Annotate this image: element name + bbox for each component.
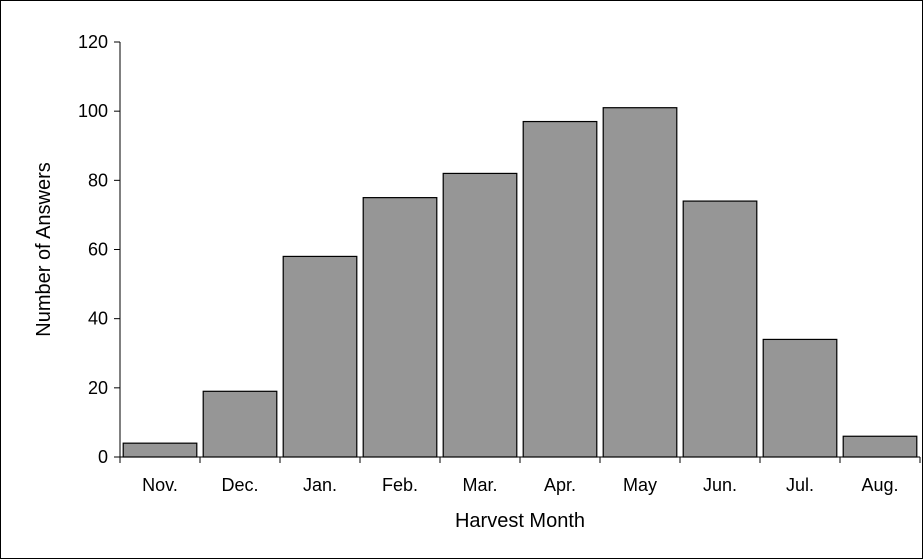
bar-feb [362, 197, 438, 458]
y-tick-label: 20 [88, 378, 108, 398]
x-ticks-group: Nov. Dec. Jan. Feb. Mar. Apr. May Jun. Jul. Aug. [119, 457, 921, 495]
x-tick-label: Jan. [303, 475, 337, 495]
x-tick-label: Mar. [462, 475, 497, 495]
x-tick-label: May [623, 475, 657, 495]
x-tick-label: Apr. [544, 475, 576, 495]
bar-jan [282, 255, 358, 458]
x-tick-label: Jul. [786, 475, 814, 495]
x-tick-label: Nov. [142, 475, 178, 495]
y-tick-label: 120 [78, 32, 108, 52]
bars-group [122, 107, 918, 458]
x-tick-label: Aug. [861, 475, 898, 495]
x-tick-label: Jun. [703, 475, 737, 495]
bar-aug [842, 435, 918, 458]
y-tick-label: 0 [98, 447, 108, 467]
x-axis-title: Harvest Month [455, 510, 585, 532]
bar-mar [442, 172, 518, 458]
y-axis-title: Number of Answers [33, 162, 55, 337]
bar-jul [762, 338, 838, 458]
x-tick-label: Dec. [221, 475, 258, 495]
bar-jun [682, 200, 758, 458]
bar-may [602, 107, 678, 458]
y-tick-label: 60 [88, 240, 108, 260]
y-tick-label: 80 [88, 170, 108, 190]
bar-apr [522, 120, 598, 458]
bar-nov [122, 442, 198, 458]
y-tick-label: 100 [78, 101, 108, 121]
y-ticks-group: 0 20 40 60 80 100 120 [78, 32, 120, 467]
y-tick-label: 40 [88, 309, 108, 329]
bar-dec [202, 390, 278, 458]
x-tick-label: Feb. [382, 475, 418, 495]
